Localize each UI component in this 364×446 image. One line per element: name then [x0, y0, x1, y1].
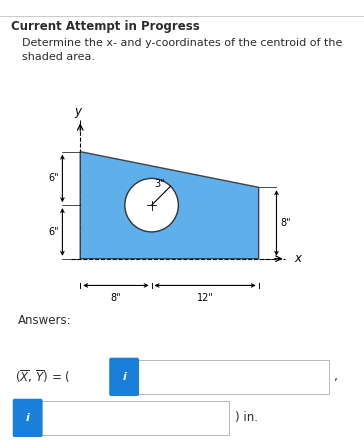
Circle shape: [125, 178, 178, 232]
Text: 6": 6": [48, 227, 59, 237]
Text: i: i: [26, 413, 29, 423]
Text: $(\overline{X},\,\overline{Y})$ = (: $(\overline{X},\,\overline{Y})$ = (: [15, 368, 71, 385]
Text: i: i: [122, 372, 126, 382]
Text: ) in.: ) in.: [235, 411, 258, 425]
Text: x: x: [294, 252, 301, 265]
Text: 6": 6": [48, 173, 59, 183]
Text: Answers:: Answers:: [18, 314, 72, 327]
Text: Current Attempt in Progress: Current Attempt in Progress: [11, 20, 200, 33]
Text: 12": 12": [197, 293, 214, 302]
Polygon shape: [80, 152, 259, 259]
Text: 8": 8": [280, 218, 291, 228]
Text: 8": 8": [111, 293, 121, 302]
Text: 3": 3": [154, 179, 165, 189]
Text: ,: ,: [334, 370, 338, 384]
Text: Determine the x- and y-coordinates of the centroid of the
shaded area.: Determine the x- and y-coordinates of th…: [22, 38, 342, 62]
Text: y: y: [74, 105, 81, 118]
